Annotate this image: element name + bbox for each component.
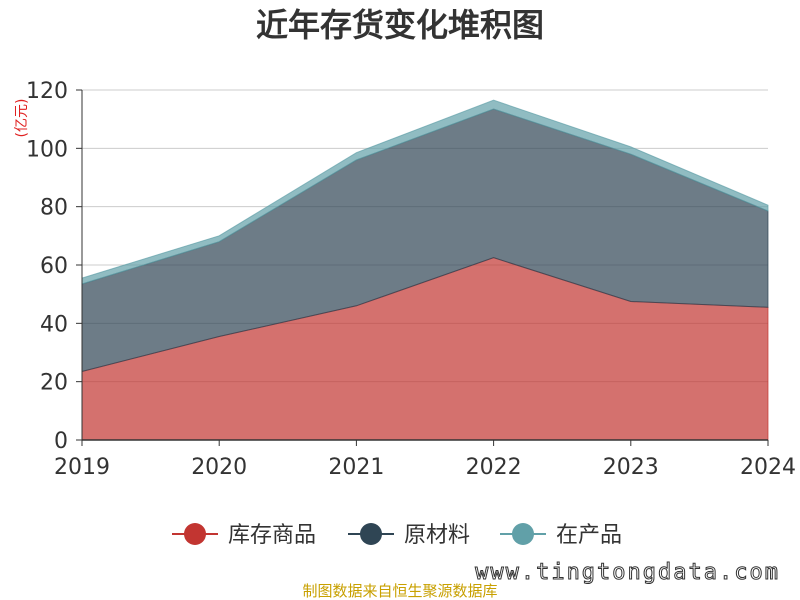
legend-item-0[interactable]: 库存商品: [172, 523, 316, 548]
y-tick-label-80: 80: [40, 196, 68, 221]
legend: 库存商品 原材料 在产品: [172, 523, 622, 548]
y-tick-label-120: 120: [26, 79, 68, 104]
chart-title: 近年存货变化堆积图: [256, 6, 544, 44]
legend-marker-2: [512, 523, 534, 545]
y-tick-label-100: 100: [26, 137, 68, 162]
y-tick-label-60: 60: [40, 254, 68, 279]
x-tick-label-2023: 2023: [603, 455, 659, 480]
axes: 0 20 40 60 80 100 120 2019 2020 2021 2022 2023 2024: [26, 79, 796, 480]
legend-label-2: 在产品: [556, 523, 622, 548]
y-tick-label-20: 20: [40, 371, 68, 396]
y-tick-label-40: 40: [40, 312, 68, 337]
x-tick-label-2021: 2021: [328, 455, 384, 480]
x-tick-label-2024: 2024: [740, 455, 796, 480]
legend-item-1[interactable]: 原材料: [348, 523, 470, 548]
series-areas: [81, 99, 769, 441]
legend-item-2[interactable]: 在产品: [500, 523, 622, 548]
y-tick-label-0: 0: [54, 429, 68, 454]
x-tick-label-2022: 2022: [466, 455, 522, 480]
legend-marker-0: [184, 523, 206, 545]
legend-label-0: 库存商品: [228, 523, 316, 548]
area-series-2: [81, 99, 769, 285]
legend-marker-1: [360, 523, 382, 545]
legend-label-1: 原材料: [404, 523, 470, 548]
y-axis-unit: (亿元): [14, 99, 30, 138]
watermark: www.tingtongdata.com: [475, 560, 780, 585]
x-tick-label-2020: 2020: [191, 455, 247, 480]
x-tick-label-2019: 2019: [54, 455, 110, 480]
data-source-note: 制图数据来自恒生聚源数据库: [302, 582, 497, 600]
